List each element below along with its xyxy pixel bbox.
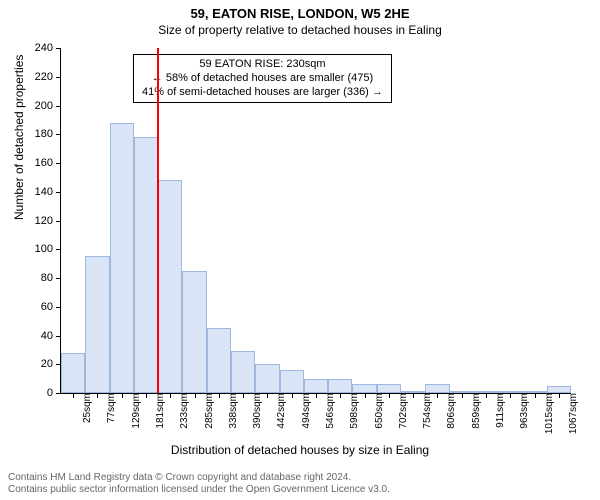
x-tick bbox=[97, 393, 98, 398]
x-tick bbox=[462, 393, 463, 398]
x-tick bbox=[365, 393, 366, 398]
y-tick-label: 40 bbox=[41, 330, 61, 342]
x-tick bbox=[243, 393, 244, 398]
x-tick-label: 129sqm bbox=[127, 393, 142, 429]
histogram-bar bbox=[207, 328, 231, 393]
histogram-bar bbox=[158, 180, 182, 393]
x-tick bbox=[535, 393, 536, 398]
x-tick bbox=[559, 393, 560, 398]
x-tick bbox=[292, 393, 293, 398]
x-tick bbox=[413, 393, 414, 398]
histogram-bar bbox=[352, 384, 376, 393]
x-tick-label: 494sqm bbox=[297, 393, 312, 429]
x-tick-label: 546sqm bbox=[321, 393, 336, 429]
footer-line-2: Contains public sector information licen… bbox=[8, 484, 390, 496]
x-tick bbox=[170, 393, 171, 398]
histogram-bar bbox=[85, 256, 109, 393]
x-tick bbox=[437, 393, 438, 398]
histogram-bar bbox=[280, 370, 304, 393]
y-tick-label: 100 bbox=[35, 243, 61, 255]
y-tick-label: 140 bbox=[35, 186, 61, 198]
y-tick-label: 0 bbox=[47, 387, 61, 399]
x-tick-label: 963sqm bbox=[515, 393, 530, 429]
chart-footer: Contains HM Land Registry data © Crown c… bbox=[8, 472, 390, 496]
x-tick-label: 233sqm bbox=[175, 393, 190, 429]
x-tick bbox=[486, 393, 487, 398]
info-line-2: ← 58% of detached houses are smaller (47… bbox=[142, 72, 383, 86]
y-tick-label: 80 bbox=[41, 272, 61, 284]
y-tick-label: 120 bbox=[35, 215, 61, 227]
x-tick-label: 911sqm bbox=[491, 393, 506, 428]
y-tick-label: 200 bbox=[35, 100, 61, 112]
x-tick-label: 806sqm bbox=[442, 393, 457, 429]
x-tick bbox=[389, 393, 390, 398]
x-tick-label: 702sqm bbox=[394, 393, 409, 429]
x-tick bbox=[73, 393, 74, 398]
x-tick bbox=[267, 393, 268, 398]
histogram-bar bbox=[425, 384, 449, 393]
info-line-1: 59 EATON RISE: 230sqm bbox=[142, 58, 383, 72]
x-tick-label: 754sqm bbox=[418, 393, 433, 429]
x-tick-label: 25sqm bbox=[78, 393, 93, 423]
y-tick-label: 220 bbox=[35, 71, 61, 83]
histogram-bar bbox=[134, 137, 158, 393]
x-tick bbox=[340, 393, 341, 398]
y-axis-title: Number of detached properties bbox=[12, 55, 26, 220]
x-tick bbox=[316, 393, 317, 398]
x-tick-label: 181sqm bbox=[151, 393, 166, 429]
y-tick-label: 240 bbox=[35, 42, 61, 54]
x-tick bbox=[510, 393, 511, 398]
x-tick-label: 285sqm bbox=[200, 393, 215, 429]
x-tick bbox=[122, 393, 123, 398]
histogram-bar bbox=[328, 379, 352, 393]
x-tick bbox=[219, 393, 220, 398]
x-tick-label: 1067sqm bbox=[564, 393, 579, 434]
y-tick-label: 160 bbox=[35, 157, 61, 169]
histogram-bar bbox=[110, 123, 134, 393]
histogram-bar bbox=[61, 353, 85, 393]
x-tick-label: 77sqm bbox=[102, 393, 117, 423]
x-tick-label: 338sqm bbox=[224, 393, 239, 429]
histogram-bar bbox=[377, 384, 401, 393]
x-tick-label: 442sqm bbox=[272, 393, 287, 429]
chart-title-sub: Size of property relative to detached ho… bbox=[0, 21, 600, 37]
chart-plot-area: 59 EATON RISE: 230sqm ← 58% of detached … bbox=[60, 48, 571, 394]
chart-title-main: 59, EATON RISE, LONDON, W5 2HE bbox=[0, 0, 600, 21]
x-tick bbox=[146, 393, 147, 398]
x-tick-label: 650sqm bbox=[370, 393, 385, 429]
x-tick-label: 598sqm bbox=[345, 393, 360, 429]
histogram-bar bbox=[231, 351, 255, 393]
x-tick-label: 859sqm bbox=[467, 393, 482, 429]
x-tick-label: 1015sqm bbox=[540, 393, 555, 434]
histogram-bar bbox=[182, 271, 206, 393]
x-tick-label: 390sqm bbox=[248, 393, 263, 429]
x-axis-title: Distribution of detached houses by size … bbox=[0, 443, 600, 457]
y-tick-label: 180 bbox=[35, 128, 61, 140]
x-tick bbox=[195, 393, 196, 398]
histogram-bar bbox=[255, 364, 279, 393]
histogram-bar bbox=[304, 379, 328, 393]
histogram-bar bbox=[547, 386, 571, 393]
info-line-3: 41% of semi-detached houses are larger (… bbox=[142, 86, 383, 100]
footer-line-1: Contains HM Land Registry data © Crown c… bbox=[8, 472, 390, 484]
property-marker-line bbox=[157, 48, 159, 393]
y-tick-label: 60 bbox=[41, 301, 61, 313]
property-info-box: 59 EATON RISE: 230sqm ← 58% of detached … bbox=[133, 54, 392, 103]
y-tick-label: 20 bbox=[41, 358, 61, 370]
